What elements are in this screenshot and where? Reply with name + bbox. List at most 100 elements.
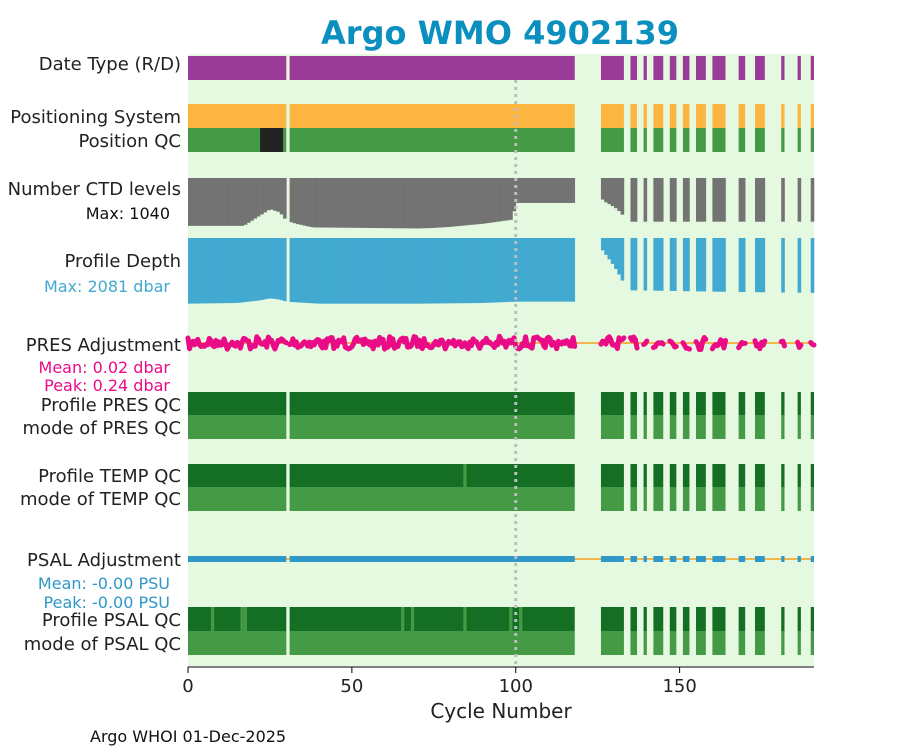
- date-type-bar: [188, 56, 287, 80]
- profile-depth-bar: [453, 238, 458, 304]
- x-tick-label: 150: [662, 676, 696, 697]
- position-qc-bar: [653, 128, 664, 152]
- ctd-levels-bar: [276, 178, 281, 212]
- ctd-levels-bar: [253, 178, 258, 219]
- profile-depth-bar: [401, 238, 405, 304]
- ctd-levels-bar: [686, 178, 690, 222]
- mode-psal-qc-bar: [630, 631, 638, 655]
- psal-adjustment-label: PSAL Adjustment: [27, 550, 181, 571]
- pres-adjustment-line: [778, 338, 787, 349]
- mode-pres-qc-bar: [653, 415, 664, 439]
- ctd-levels-bar: [394, 178, 399, 229]
- psal-adjustment-bar: [781, 556, 785, 562]
- profile-depth-bar: [332, 238, 336, 304]
- psal-adjustment-bar: [712, 556, 726, 562]
- profile-depth-bar: [417, 238, 422, 304]
- date-type-bar: [630, 56, 638, 80]
- profile-depth-bar: [604, 238, 608, 255]
- ctd-levels-bar: [292, 178, 297, 224]
- profile-depth-bar: [260, 238, 264, 300]
- ctd-levels-stat-label: Max: 1040: [86, 204, 170, 223]
- ctd-levels-bar: [345, 178, 349, 228]
- mode-psal-qc-bar: [810, 631, 814, 655]
- profile-psal-qc-degraded-bar: [210, 607, 215, 631]
- mode-psal-qc-bar: [669, 631, 677, 655]
- profile-depth-bar: [381, 238, 385, 304]
- profile-temp-qc-bar: [781, 464, 785, 487]
- ctd-levels-bar: [568, 178, 572, 203]
- ctd-levels-bar: [781, 178, 785, 222]
- mode-temp-qc-bar: [669, 487, 677, 511]
- profile-pres-qc-bar: [188, 392, 287, 415]
- date-type-bar: [653, 56, 664, 80]
- mode-pres-qc-bar: [289, 415, 575, 439]
- profile-depth-bar: [630, 238, 635, 291]
- pres-adjustment-series: [185, 333, 817, 352]
- ctd-levels-bar: [217, 178, 222, 226]
- ctd-levels-bar: [237, 178, 241, 226]
- profile-depth-bar: [427, 238, 431, 304]
- mode-pres-qc-bar: [600, 415, 624, 439]
- pres-adjustment-line: [808, 340, 817, 348]
- profile-depth-bar: [715, 238, 720, 292]
- positioning-system-bar: [669, 104, 677, 128]
- ctd-levels-bar: [191, 178, 195, 226]
- ctd-levels-bar: [607, 178, 612, 205]
- ctd-levels-bar: [423, 178, 428, 229]
- mode-temp-qc-bar: [712, 487, 726, 511]
- date-type-bar: [781, 56, 785, 80]
- profile-depth-bar: [761, 238, 766, 293]
- profile-depth-bar: [292, 238, 297, 303]
- profile-pres-qc-bar: [630, 392, 638, 415]
- mode-pres-qc-bar: [630, 415, 638, 439]
- profile-depth-bar: [568, 238, 572, 302]
- profile-depth-bar: [446, 238, 451, 304]
- mode-psal-qc-bar: [289, 631, 575, 655]
- profile-depth-bar: [322, 238, 326, 304]
- ctd-levels-bar: [214, 178, 218, 226]
- profile-depth-bar: [502, 238, 507, 303]
- profile-depth-bar: [279, 238, 284, 301]
- positioning-system-bar: [188, 104, 287, 128]
- profile-depth-bar: [276, 238, 281, 300]
- ctd-levels-bar: [630, 178, 635, 222]
- profile-depth-bar: [463, 238, 467, 304]
- mode-pres-qc-bar: [738, 415, 746, 439]
- profile-temp-qc-bar: [188, 464, 287, 487]
- ctd-levels-bar: [476, 178, 480, 225]
- ctd-levels-bar: [446, 178, 451, 227]
- profile-depth-bar: [397, 238, 402, 304]
- positioning-system-bar: [696, 104, 706, 128]
- profile-depth-bar: [358, 238, 363, 304]
- pres-adjustment-line: [598, 334, 627, 352]
- profile-depth-bar: [374, 238, 379, 304]
- ctd-levels-bar: [718, 178, 723, 222]
- position-qc-bar: [643, 128, 647, 152]
- ctd-levels-bar: [204, 178, 208, 226]
- positioning-system-bar: [630, 104, 638, 128]
- ctd-levels-bar: [355, 178, 359, 228]
- ctd-levels-bar: [305, 178, 310, 227]
- ctd-levels-bar: [558, 178, 562, 203]
- profile-depth-bar: [673, 238, 677, 291]
- profile-depth-bar: [188, 238, 192, 304]
- profile-depth-bar: [492, 238, 497, 303]
- ctd-levels-bar: [391, 178, 395, 229]
- profile-depth-bar: [656, 238, 661, 291]
- positioning-system-bar: [738, 104, 746, 128]
- profile-temp-qc-bar: [755, 464, 765, 487]
- psal-adjustment-bar: [682, 556, 690, 562]
- profile-depth-series: [188, 238, 815, 304]
- ctd-levels-bar: [332, 178, 336, 228]
- profile-depth-bar: [433, 238, 438, 304]
- profile-psal-qc-degraded-bar: [509, 607, 513, 631]
- profile-depth-bar: [204, 238, 208, 304]
- profile-depth-bar: [600, 238, 605, 251]
- ctd-levels-bar: [456, 178, 461, 227]
- profile-depth-bar: [414, 238, 418, 304]
- profile-depth-bar: [440, 238, 444, 304]
- ctd-levels-bar: [256, 178, 261, 217]
- profile-depth-bar: [378, 238, 382, 304]
- profile-depth-bar: [194, 238, 199, 304]
- date-type-bar: [643, 56, 647, 80]
